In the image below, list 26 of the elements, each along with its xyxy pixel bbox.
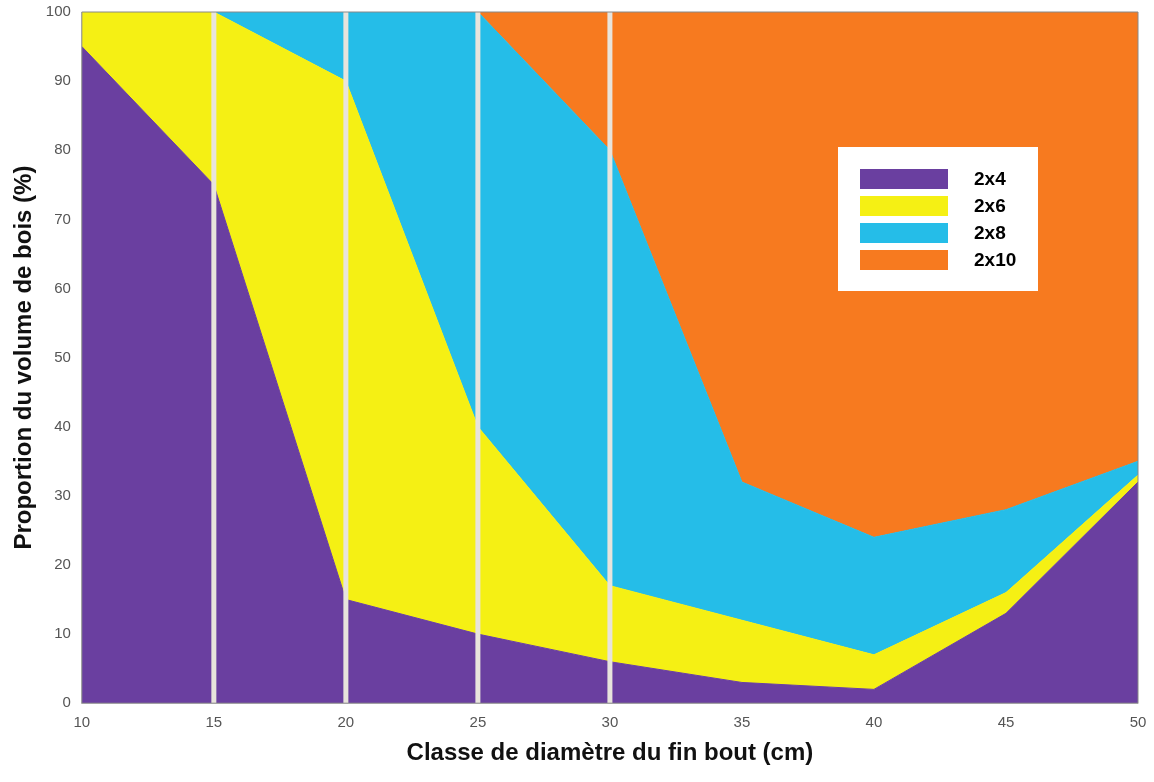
x-tick-label: 20 (337, 713, 355, 731)
y-axis-title: Proportion du volume de bois (%) (9, 165, 37, 550)
x-tick-label: 10 (73, 713, 91, 731)
y-tick-label: 0 (62, 693, 71, 711)
x-tick-label: 45 (997, 713, 1015, 731)
x-tick-label: 25 (469, 713, 487, 731)
x-tick-label: 15 (205, 713, 223, 731)
legend-label: 2x10 (974, 248, 1017, 271)
legend-label: 2x4 (974, 167, 1006, 190)
x-axis-title: Classe de diamètre du fin bout (cm) (406, 738, 814, 766)
y-tick-label: 20 (54, 555, 71, 573)
x-tick-label: 30 (601, 713, 619, 731)
y-tick-label: 80 (54, 140, 71, 158)
x-tick-label: 35 (733, 713, 751, 731)
y-tick-label: 30 (54, 485, 71, 503)
y-tick-label: 100 (45, 2, 71, 20)
y-tick-label: 40 (54, 416, 71, 434)
y-tick-label: 90 (54, 71, 71, 89)
legend-label: 2x6 (974, 194, 1006, 217)
y-tick-label: 70 (54, 209, 71, 227)
legend-label: 2x8 (974, 221, 1006, 244)
y-tick-label: 50 (54, 347, 71, 365)
x-tick-label: 50 (1129, 713, 1147, 731)
x-tick-label: 40 (865, 713, 883, 731)
y-tick-label: 60 (54, 278, 71, 296)
y-tick-label: 10 (54, 624, 71, 642)
